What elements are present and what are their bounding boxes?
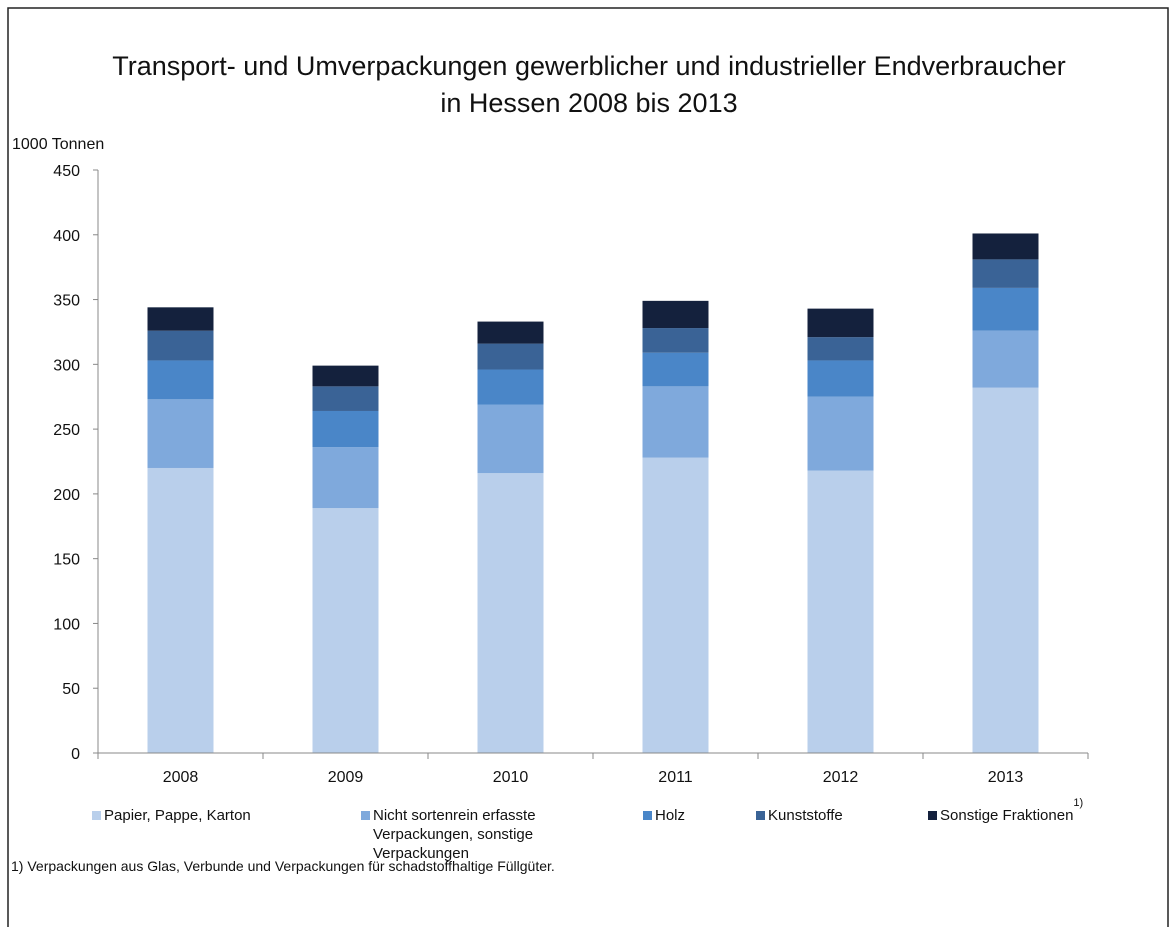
bar-segment: [147, 330, 214, 361]
legend-label: Nicht sortenrein erfasste Verpackungen, …: [373, 807, 536, 862]
bar-segment: [972, 259, 1039, 288]
bar-segment: [807, 360, 874, 397]
y-tick-label: 200: [53, 487, 80, 504]
y-tick-label: 250: [53, 422, 80, 439]
bar-segment: [147, 399, 214, 468]
bar-segment: [477, 473, 544, 753]
y-tick-label: 350: [53, 293, 80, 310]
bar-segment: [972, 387, 1039, 753]
y-tick-label: 300: [53, 357, 80, 374]
legend-swatch: [92, 811, 101, 820]
x-tick-label: 2013: [988, 769, 1024, 786]
y-tick-label: 450: [53, 163, 80, 180]
bar-segment: [477, 321, 544, 344]
y-tick-label: 150: [53, 552, 80, 569]
y-axis-label: 1000 Tonnen: [12, 136, 104, 153]
bar-segment: [312, 386, 379, 411]
bar-segment: [642, 386, 709, 458]
x-tick-label: 2011: [658, 769, 693, 786]
bar-segment: [312, 365, 379, 387]
bar-segment: [642, 300, 709, 329]
chart-title: Transport- und Umverpackungen gewerblich…: [112, 51, 1066, 81]
chart-title: in Hessen 2008 bis 2013: [440, 88, 737, 118]
bar-segment: [972, 233, 1039, 260]
legend-item: Papier, Pappe, Karton: [92, 806, 352, 825]
x-tick-label: 2010: [493, 769, 529, 786]
y-tick-label: 100: [53, 616, 80, 633]
legend-swatch: [756, 811, 765, 820]
y-tick-label: 50: [62, 681, 80, 698]
bar-segment: [477, 404, 544, 474]
legend-label: Holz: [655, 807, 686, 824]
legend-item: Nicht sortenrein erfasste Verpackungen, …: [361, 806, 576, 863]
legend-item: Sonstige Fraktionen 1): [928, 797, 1168, 825]
legend-label: Sonstige Fraktionen: [940, 807, 1074, 824]
bar-segment: [807, 396, 874, 471]
legend-swatch: [361, 811, 370, 820]
y-tick-label: 0: [71, 746, 80, 763]
bar-segment: [477, 369, 544, 405]
bar-segment: [807, 470, 874, 753]
frame: [7, 7, 1169, 927]
x-tick-label: 2008: [163, 769, 199, 786]
footnote-mark: 1): [1073, 797, 1084, 809]
bar-segment: [477, 343, 544, 370]
y-tick-label: 400: [53, 228, 80, 245]
bar-segment: [807, 337, 874, 361]
bar-segment: [147, 467, 214, 753]
bar-segment: [312, 447, 379, 509]
legend-swatch: [928, 811, 937, 820]
bar-segment: [312, 410, 379, 448]
bar-segment: [642, 328, 709, 353]
bar-segment: [972, 330, 1039, 388]
legend-swatch: [643, 811, 652, 820]
legend-label: Papier, Pappe, Karton: [104, 807, 251, 824]
x-tick-label: 2012: [823, 769, 859, 786]
legend-item: Kunststoffe: [756, 806, 916, 825]
bar-segment: [642, 352, 709, 387]
legend-label: Kunststoffe: [768, 807, 843, 824]
bar-segment: [642, 457, 709, 753]
footnote: 1) Verpackungen aus Glas, Verbunde und V…: [11, 858, 555, 874]
bar-segment: [147, 307, 214, 331]
bar-segment: [807, 308, 874, 338]
legend-item: Holz: [643, 806, 753, 825]
bar-segment: [312, 508, 379, 753]
bar-segment: [972, 287, 1039, 331]
x-tick-label: 2009: [328, 769, 364, 786]
bar-segment: [147, 360, 214, 400]
